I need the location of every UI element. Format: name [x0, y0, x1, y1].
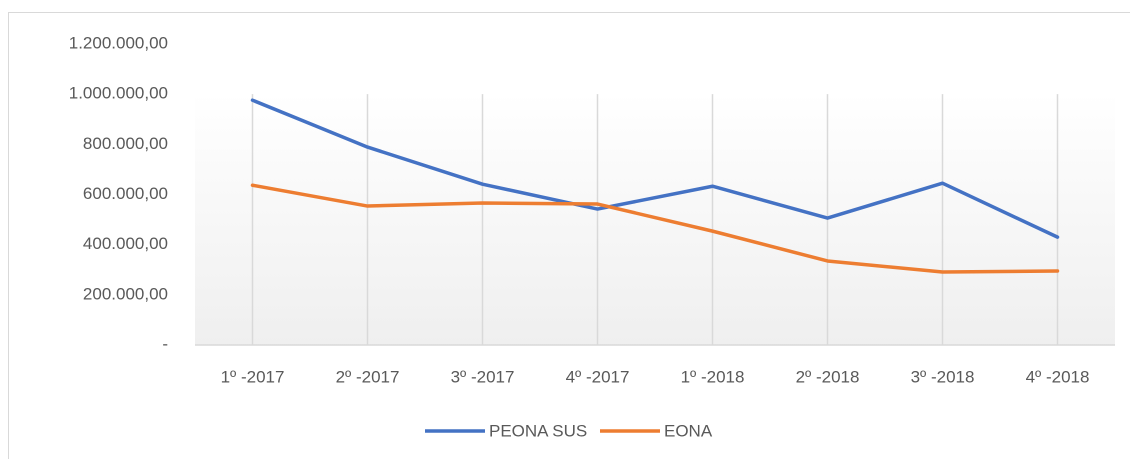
y-tick-label: - [162, 334, 168, 353]
x-tick-label: 1º -2018 [681, 367, 745, 386]
x-tick-label: 3º -2017 [451, 367, 515, 386]
legend-label: EONA [664, 421, 713, 440]
x-tick-label: 2º -2017 [336, 367, 400, 386]
data-line [250, 183, 1060, 274]
legend-label: PEONA SUS [489, 421, 587, 440]
data-line [250, 98, 1060, 239]
x-tick-label: 4º -2018 [1026, 367, 1090, 386]
y-tick-label: 1.000.000,00 [69, 84, 168, 103]
x-tick-label: 2º -2018 [796, 367, 860, 386]
y-tick-label: 400.000,00 [83, 234, 168, 253]
x-tick-label: 1º -2017 [221, 367, 285, 386]
y-tick-label: 800.000,00 [83, 134, 168, 153]
y-tick-label: 1.200.000,00 [69, 33, 168, 52]
y-tick-label: 200.000,00 [83, 284, 168, 303]
chart-frame [8, 12, 1130, 459]
x-tick-label: 4º -2017 [566, 367, 630, 386]
x-tick-label: 3º -2018 [911, 367, 975, 386]
y-tick-label: 600.000,00 [83, 184, 168, 203]
